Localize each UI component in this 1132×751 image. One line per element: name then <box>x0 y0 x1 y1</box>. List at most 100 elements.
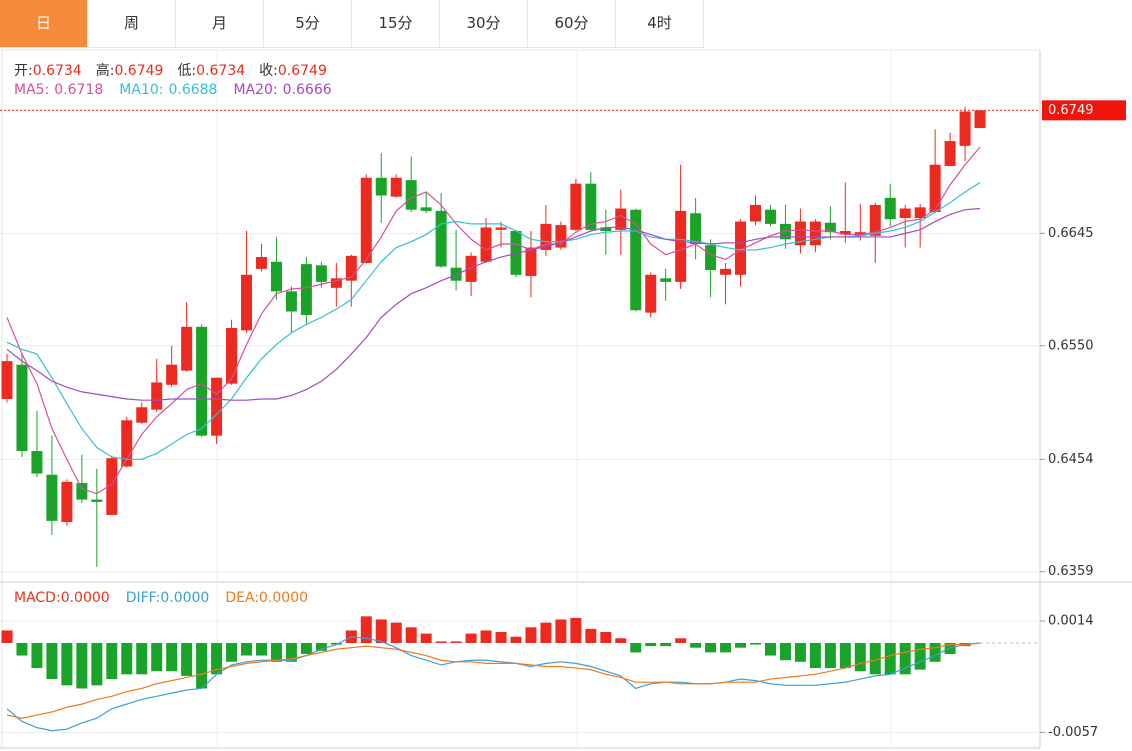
macd-bar <box>525 627 537 643</box>
macd-bar <box>555 619 567 643</box>
macd-bar <box>166 642 178 672</box>
candle-body <box>675 210 687 282</box>
legend-value: 0.0000 <box>259 590 309 606</box>
tab[interactable]: 15分 <box>352 0 440 47</box>
last-price-label: 0.6749 <box>1048 103 1094 118</box>
candle-body <box>91 499 103 502</box>
macd-bar <box>46 642 58 680</box>
macd-bar <box>91 642 103 686</box>
candle-body <box>914 207 926 218</box>
tab[interactable]: 60分 <box>528 0 616 47</box>
candle-body <box>600 227 612 232</box>
candle-body <box>974 110 986 129</box>
macd-bar <box>779 642 791 661</box>
macd-bar <box>31 642 43 669</box>
macd-bar <box>540 622 552 643</box>
candle-body <box>585 183 597 230</box>
macd-bar <box>824 642 836 669</box>
ohlc-item: 高:0.6749 <box>96 60 164 80</box>
candle-body <box>211 377 223 436</box>
candle-body <box>869 204 881 236</box>
macd-bar <box>705 642 717 653</box>
candle-body <box>315 265 327 282</box>
ohlc-value: 0.6749 <box>277 63 327 79</box>
candle-body <box>465 255 477 282</box>
candle-body <box>255 257 267 269</box>
legend-value: 0.6688 <box>168 82 218 98</box>
macd-bar <box>899 642 911 675</box>
macd-bar <box>285 642 297 662</box>
macd-bar <box>151 642 163 672</box>
candle-body <box>360 177 372 263</box>
legend-value: 0.0000 <box>60 590 110 606</box>
ohlc-value: 0.6734 <box>196 63 246 79</box>
candle-body <box>480 227 492 262</box>
macd-bar <box>300 642 312 654</box>
y-tick-label: 0.6550 <box>1048 338 1094 353</box>
candle-body <box>420 207 432 211</box>
legend-name: MA10: <box>119 82 164 98</box>
ohlc-value: 0.6749 <box>114 63 164 79</box>
macd-bar <box>181 642 193 676</box>
candle-body <box>375 177 387 196</box>
candle-body <box>196 326 208 436</box>
candle-body <box>794 221 806 246</box>
candle-body <box>31 451 43 474</box>
tab[interactable]: 日 <box>0 0 88 47</box>
tab[interactable]: 月 <box>176 0 264 47</box>
legend-name: MACD: <box>14 590 61 606</box>
macd-bar <box>929 642 941 662</box>
candle-body <box>764 209 776 224</box>
macd-bar <box>315 642 327 651</box>
ma-line <box>6 207 981 401</box>
macd-bar <box>16 642 28 656</box>
candle-body <box>750 204 761 222</box>
macd-bar <box>495 632 507 643</box>
macd-bar <box>1 630 13 643</box>
macd-bar <box>435 641 447 643</box>
y-tick-label: 0.6359 <box>1048 564 1094 579</box>
macd-bar <box>854 642 866 672</box>
macd-bar <box>675 638 687 643</box>
tab[interactable]: 30分 <box>440 0 528 47</box>
candle-body <box>645 274 657 313</box>
macd-bar <box>420 633 432 643</box>
legend-item: MA10: 0.6688 <box>119 82 217 98</box>
macd-bar <box>226 642 238 662</box>
macd-bar <box>405 627 417 643</box>
ohlc-item: 开:0.6734 <box>14 60 82 80</box>
y-tick-label: -0.0057 <box>1048 725 1098 740</box>
macd-bar <box>764 642 776 656</box>
ma-line <box>6 181 981 460</box>
candle-body <box>435 210 447 267</box>
legend-value: 0.6718 <box>54 82 104 98</box>
candle-body <box>121 420 133 467</box>
candle-body <box>944 141 956 166</box>
macd-bar <box>465 633 477 643</box>
legend-value: 0.6666 <box>282 82 332 98</box>
macd-bar <box>660 642 672 647</box>
macd-bar <box>196 642 208 689</box>
candle-body <box>136 407 148 423</box>
macd-line <box>6 642 981 719</box>
legend-name: MA5: <box>14 82 50 98</box>
candle-body <box>181 326 193 371</box>
legend-item: DEA:0.0000 <box>225 590 308 606</box>
macd-bar <box>914 642 926 670</box>
candle-body <box>1 361 13 399</box>
candle-body <box>525 247 537 276</box>
tab[interactable]: 周 <box>88 0 176 47</box>
ohlc-item: 收:0.6749 <box>259 60 327 80</box>
macd-bar <box>645 642 657 647</box>
macd-bar <box>106 642 118 680</box>
tab[interactable]: 4时 <box>616 0 704 47</box>
macd-bar <box>255 642 267 656</box>
tab[interactable]: 5分 <box>264 0 352 47</box>
macd-bar <box>615 638 627 643</box>
macd-bar <box>690 642 702 648</box>
legend-item: DIFF:0.0000 <box>126 590 210 606</box>
candle-body <box>839 231 851 235</box>
candle-body <box>106 458 118 515</box>
ma-legend: MA5: 0.6718 MA10: 0.6688 MA20: 0.6666 <box>14 82 348 98</box>
